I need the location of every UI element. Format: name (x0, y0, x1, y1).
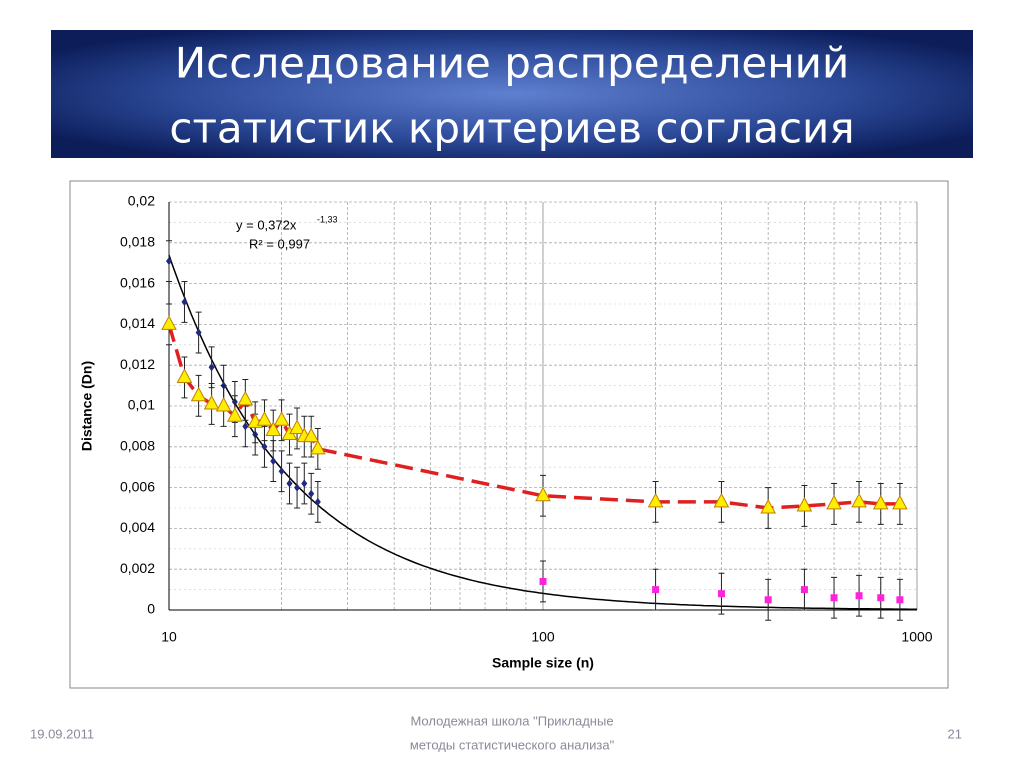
point (301, 479, 308, 488)
point (713, 492, 730, 508)
point (314, 497, 321, 506)
point (273, 411, 290, 426)
y-axis-label: Distance (Dn) (79, 361, 95, 451)
point (237, 390, 254, 406)
point (764, 596, 772, 604)
y-tick-label: 0,008 (120, 438, 155, 454)
x-tick-label: 10 (161, 629, 177, 645)
trend-r2: R² = 0,997 (249, 236, 310, 251)
title-bar (51, 30, 973, 158)
point (294, 483, 301, 492)
footer-page: 21 (948, 726, 962, 741)
point (265, 421, 282, 436)
point (309, 439, 326, 455)
point (227, 407, 243, 422)
point (877, 594, 885, 602)
point (166, 257, 172, 266)
footer-date: 19.09.2011 (30, 726, 94, 741)
point (270, 457, 277, 466)
point (800, 586, 808, 594)
point (647, 492, 664, 508)
y-tick-label: 0,018 (120, 234, 155, 250)
point (851, 492, 867, 508)
point (215, 396, 232, 412)
point (539, 577, 547, 585)
trend-equation-exponent: -1,33 (317, 214, 338, 224)
y-tick-label: 0,016 (120, 274, 155, 290)
point (195, 328, 202, 337)
point (181, 297, 188, 306)
point (261, 442, 268, 451)
trend-equation: y = 0,372x (236, 217, 297, 232)
title-line: Исследование распределений (175, 39, 850, 88)
x-tick-label: 100 (531, 629, 555, 645)
point (161, 315, 177, 330)
title-line: статистик критериев согласия (169, 104, 854, 153)
plot: 0 0,002 0,004 0,006 0,008 0,01 0,012 0,014 0,016… (79, 193, 933, 671)
point (208, 363, 215, 372)
y-tick-label: 0,006 (120, 478, 155, 494)
point (190, 386, 207, 402)
point (892, 494, 908, 510)
point (760, 498, 777, 514)
point (826, 494, 842, 510)
point (176, 368, 193, 383)
y-tick-label: 0,014 (120, 315, 155, 331)
point (896, 596, 904, 604)
point (830, 594, 838, 602)
chart-frame (69, 180, 949, 689)
point (203, 394, 220, 410)
footer-text: Молодежная школа "Прикладные (410, 713, 613, 728)
point (872, 494, 889, 510)
point (855, 592, 863, 600)
y-tick-label: 0,01 (128, 397, 155, 413)
point (717, 590, 725, 598)
y-tick-label: 0,002 (120, 560, 155, 576)
point (278, 467, 285, 476)
footer-text: методы статистического анализа" (410, 737, 615, 752)
x-tick-label: 1000 (901, 629, 932, 645)
y-tick-label: 0 (147, 601, 155, 617)
point (652, 586, 660, 594)
point (796, 496, 813, 512)
point (535, 486, 551, 502)
point (256, 411, 273, 426)
point (308, 489, 315, 498)
x-axis-label: Sample size (n) (492, 655, 594, 671)
point (286, 479, 293, 488)
point (303, 427, 320, 443)
y-tick-label: 0,012 (120, 356, 155, 372)
y-tick-label: 0,004 (120, 519, 155, 535)
point (242, 422, 249, 431)
y-tick-label: 0,02 (128, 193, 155, 209)
point (289, 419, 305, 434)
